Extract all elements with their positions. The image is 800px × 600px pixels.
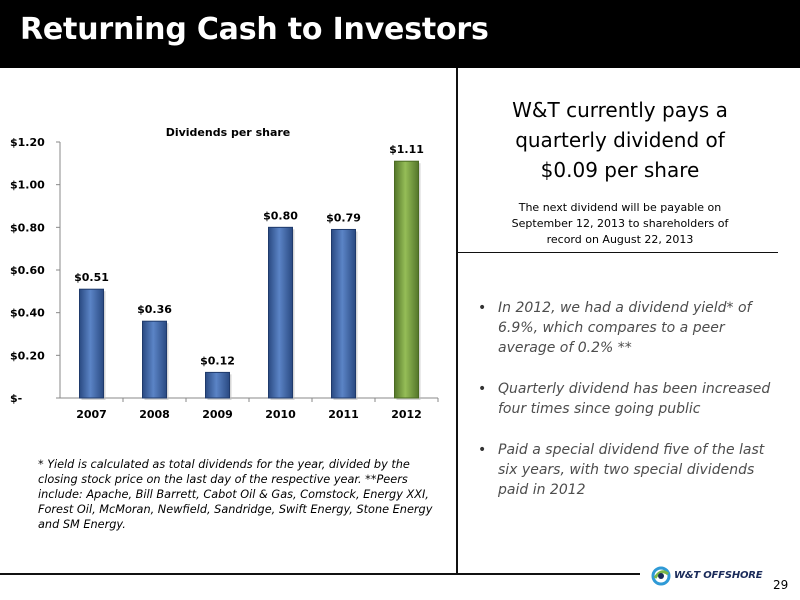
bar bbox=[331, 228, 356, 399]
x-tick-label: 2007 bbox=[76, 408, 107, 421]
page-number: 29 bbox=[773, 578, 789, 592]
x-tick-label: 2010 bbox=[265, 408, 296, 421]
data-label: $0.36 bbox=[137, 303, 172, 316]
bar bbox=[79, 288, 104, 399]
data-label: $0.51 bbox=[74, 271, 109, 284]
data-label: $0.79 bbox=[326, 211, 361, 224]
subtext-line: September 12, 2013 to shareholders of bbox=[511, 217, 729, 230]
data-label: $0.12 bbox=[200, 354, 235, 367]
dividends-bar-chart: Dividends per share $- $0.20 $0.40 $0.60 $0.… bbox=[10, 126, 439, 421]
y-tick-label: $- bbox=[10, 392, 22, 405]
logo-wordmark: W&T OFFSHORE bbox=[674, 570, 763, 581]
dividend-payment-note: The next dividend will be payable on Sep… bbox=[480, 200, 760, 248]
x-tick-label: 2011 bbox=[328, 408, 359, 421]
data-label: $1.11 bbox=[389, 143, 424, 156]
bar bbox=[205, 371, 230, 399]
y-tick-label: $0.20 bbox=[10, 349, 45, 362]
y-tick-label: $0.40 bbox=[10, 307, 45, 320]
title-bar: Returning Cash to Investors bbox=[0, 0, 800, 68]
data-label: $0.80 bbox=[263, 209, 298, 222]
vertical-divider bbox=[456, 68, 458, 573]
bar bbox=[142, 320, 167, 399]
subtext-line: record on August 22, 2013 bbox=[546, 233, 694, 246]
slide-title: Returning Cash to Investors bbox=[20, 12, 489, 47]
logo-swirl-icon bbox=[651, 566, 671, 586]
x-tick-label: 2008 bbox=[139, 408, 170, 421]
y-tick-label: $1.20 bbox=[10, 136, 45, 149]
dividend-headline: W&T currently pays a quarterly dividend … bbox=[470, 95, 770, 185]
bullet-item: Paid a special dividend five of the last… bbox=[478, 440, 783, 500]
headline-line: W&T currently pays a bbox=[512, 98, 728, 122]
y-tick-label: $0.80 bbox=[10, 221, 45, 234]
bullet-item: Quarterly dividend has been increased fo… bbox=[478, 379, 783, 419]
x-tick-label: 2012 bbox=[391, 408, 422, 421]
bullet-item: In 2012, we had a dividend yield* of 6.9… bbox=[478, 298, 783, 358]
right-panel-divider bbox=[458, 252, 778, 253]
footnote: * Yield is calculated as total dividends… bbox=[38, 458, 433, 531]
bar bbox=[394, 160, 419, 399]
headline-line: $0.09 per share bbox=[540, 158, 700, 182]
highlights-list: In 2012, we had a dividend yield* of 6.9… bbox=[478, 298, 783, 521]
headline-line: quarterly dividend of bbox=[515, 128, 725, 152]
x-tick-label: 2009 bbox=[202, 408, 233, 421]
footer-divider bbox=[0, 573, 640, 575]
chart-title: Dividends per share bbox=[166, 126, 291, 139]
subtext-line: The next dividend will be payable on bbox=[518, 201, 722, 214]
y-tick-label: $1.00 bbox=[10, 179, 45, 192]
bar bbox=[268, 226, 293, 399]
company-logo: W&T OFFSHORE bbox=[650, 566, 770, 588]
y-tick-label: $0.60 bbox=[10, 264, 45, 277]
